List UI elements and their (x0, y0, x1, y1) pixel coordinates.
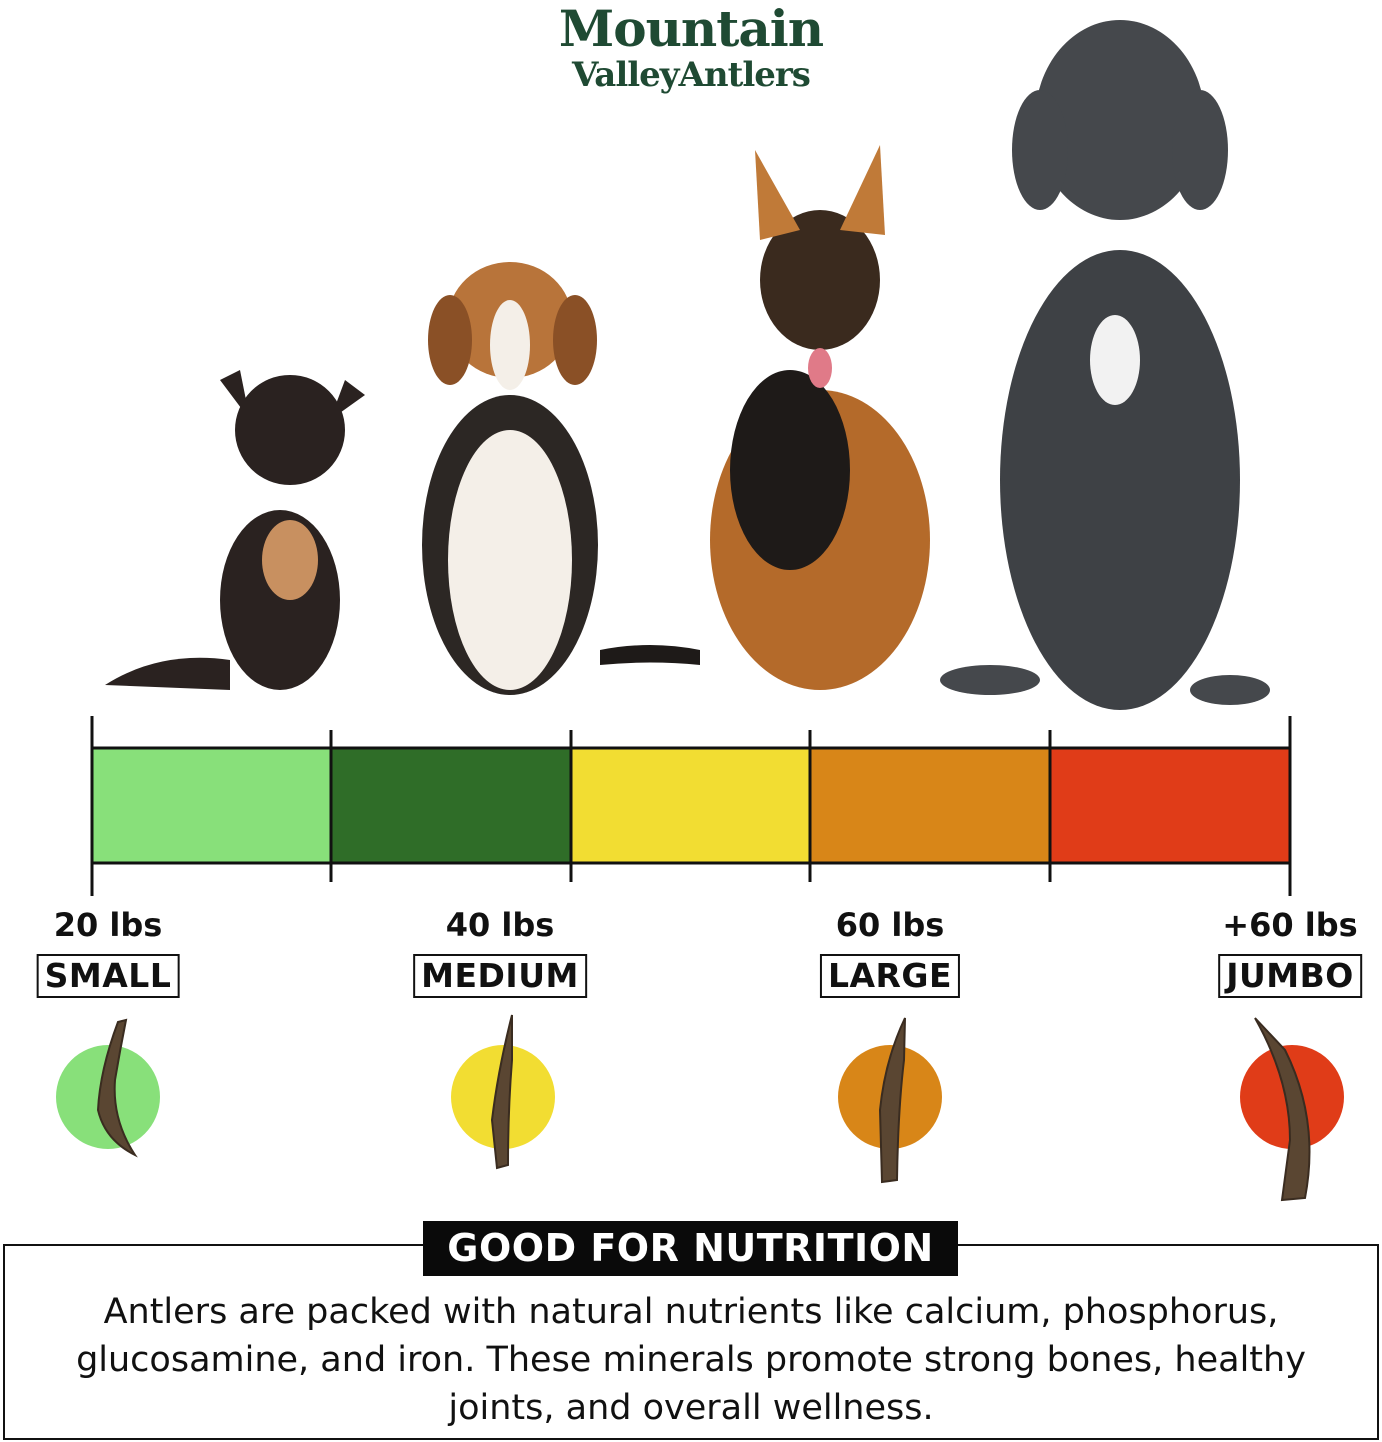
weight-label: 20 lbs (53, 906, 163, 944)
weight-label: 40 lbs (445, 906, 555, 944)
size-label-large: LARGE (819, 954, 961, 998)
dog-german-shepherd (600, 145, 930, 690)
size-label-medium: MEDIUM (413, 954, 587, 998)
scale-segment (329, 746, 573, 865)
dogs-illustration (105, 20, 1270, 710)
nutrition-line-3: joints, and overall wellness. (448, 1388, 934, 1428)
nutrition-line-2: glucosamine, and iron. These minerals pr… (76, 1340, 1306, 1380)
antler-icon (96, 1018, 138, 1158)
dog-beagle (422, 262, 598, 695)
antler-icon (490, 1014, 513, 1170)
antler-icon (1254, 1017, 1311, 1202)
scale-segment (808, 746, 1052, 865)
size-label-small: SMALL (36, 954, 180, 998)
weight-label: +60 lbs (1222, 906, 1358, 944)
brand-line2: ValleyAntlers (572, 55, 811, 95)
scale-segment (569, 746, 812, 865)
nutrition-text: Antlers are packed with natural nutrient… (20, 1288, 1362, 1432)
antler-icon (878, 1017, 906, 1184)
size-label-jumbo: JUMBO (1218, 954, 1362, 998)
nutrition-title: GOOD FOR NUTRITION (423, 1221, 958, 1276)
brand-logo: Mountain ValleyAntlers (0, 0, 1382, 95)
brand-line1: Mountain (558, 0, 824, 58)
weight-label: 60 lbs (835, 906, 945, 944)
dog-great-dane (940, 20, 1270, 710)
nutrition-line-1: Antlers are packed with natural nutrient… (103, 1292, 1279, 1332)
dog-chihuahua (105, 370, 365, 690)
antler-icons (56, 1014, 1344, 1202)
size-scale-bar (90, 716, 1292, 896)
